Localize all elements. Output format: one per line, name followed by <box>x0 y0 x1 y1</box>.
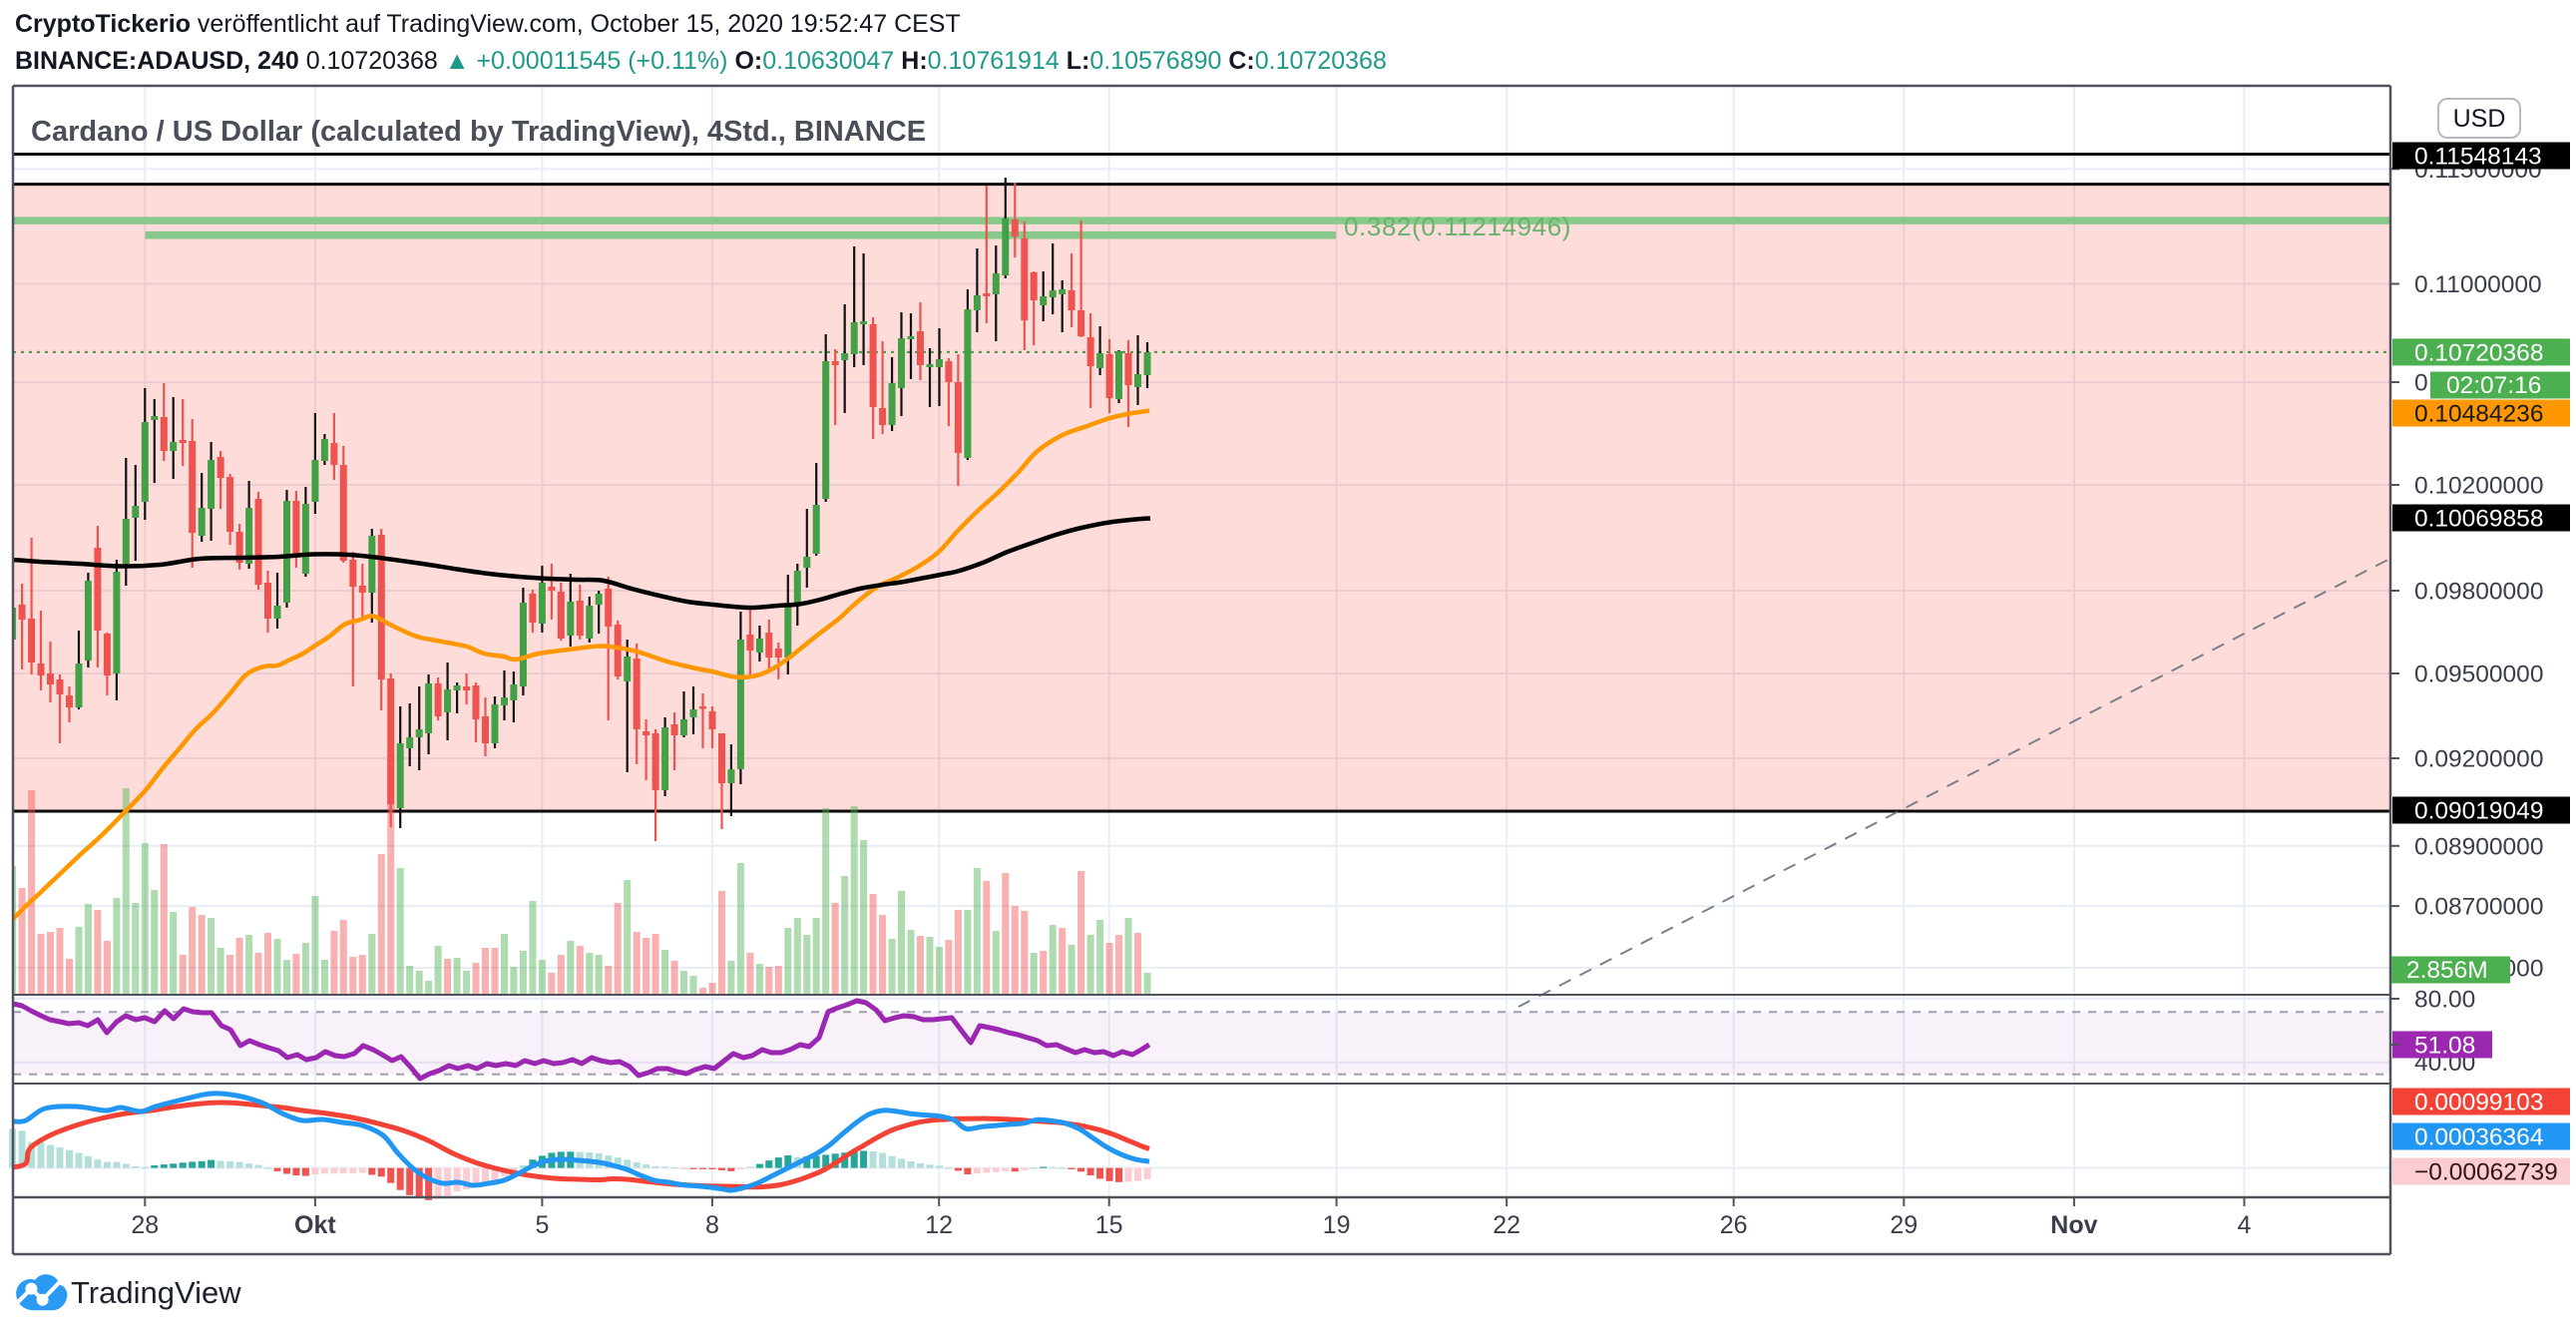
svg-text:Nov: Nov <box>2050 1211 2097 1239</box>
svg-text:12: 12 <box>925 1211 953 1239</box>
svg-text:Cardano / US Dollar (calculate: Cardano / US Dollar (calculated by Tradi… <box>31 116 926 148</box>
svg-text:USD: USD <box>2453 105 2506 133</box>
svg-text:15: 15 <box>1095 1211 1123 1239</box>
svg-text:0.08900000: 0.08900000 <box>2414 833 2543 860</box>
svg-text:4: 4 <box>2238 1211 2252 1239</box>
svg-text:0.00099103: 0.00099103 <box>2414 1090 2543 1116</box>
svg-text:0.09500000: 0.09500000 <box>2414 662 2543 688</box>
svg-text:28: 28 <box>131 1211 159 1239</box>
svg-text:TradingView: TradingView <box>71 1275 241 1310</box>
svg-text:19: 19 <box>1323 1211 1351 1239</box>
svg-text:0.09200000: 0.09200000 <box>2414 746 2543 773</box>
svg-text:8: 8 <box>705 1211 719 1239</box>
svg-text:5: 5 <box>535 1211 549 1239</box>
svg-text:Okt: Okt <box>294 1211 336 1239</box>
svg-text:0.10200000: 0.10200000 <box>2414 473 2543 500</box>
svg-text:0.10484236: 0.10484236 <box>2414 401 2543 428</box>
svg-text:0.382(0.11214946): 0.382(0.11214946) <box>1344 212 1571 241</box>
svg-text:2.856M: 2.856M <box>2406 957 2488 984</box>
svg-text:BINANCE:ADAUSD, 240 0.1072036: BINANCE:ADAUSD, 240 0.10720368 ▲ +0.0001… <box>15 47 1387 75</box>
svg-text:0.09800000: 0.09800000 <box>2414 579 2543 606</box>
svg-text:80.00: 80.00 <box>2414 987 2475 1014</box>
svg-text:26: 26 <box>1720 1211 1748 1239</box>
svg-text:0.10720368: 0.10720368 <box>2414 339 2543 366</box>
svg-text:−0.00062739: −0.00062739 <box>2414 1159 2558 1186</box>
svg-text:CryptoTickerio veröffentlicht: CryptoTickerio veröffentlicht auf Tradin… <box>15 10 961 38</box>
svg-text:22: 22 <box>1493 1211 1520 1239</box>
svg-text:0.11000000: 0.11000000 <box>2414 271 2542 298</box>
svg-text:51.08: 51.08 <box>2414 1033 2475 1060</box>
svg-text:0.10069858: 0.10069858 <box>2414 506 2543 533</box>
svg-text:29: 29 <box>1890 1211 1918 1239</box>
svg-text:02:07:16: 02:07:16 <box>2446 372 2541 399</box>
svg-text:0.00036364: 0.00036364 <box>2414 1124 2543 1151</box>
svg-text:0.08700000: 0.08700000 <box>2414 894 2543 921</box>
svg-text:0.09019049: 0.09019049 <box>2414 798 2543 825</box>
svg-text:0.11548143: 0.11548143 <box>2414 144 2542 171</box>
